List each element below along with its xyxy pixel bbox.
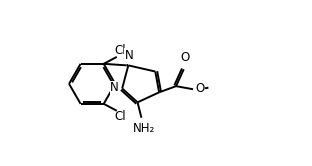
Text: Cl: Cl [114,44,126,57]
Text: O: O [195,82,205,95]
Text: N: N [125,48,134,62]
Text: N: N [110,81,119,94]
Text: NH₂: NH₂ [133,122,156,135]
Text: O: O [180,51,189,64]
Text: Cl: Cl [114,110,126,124]
